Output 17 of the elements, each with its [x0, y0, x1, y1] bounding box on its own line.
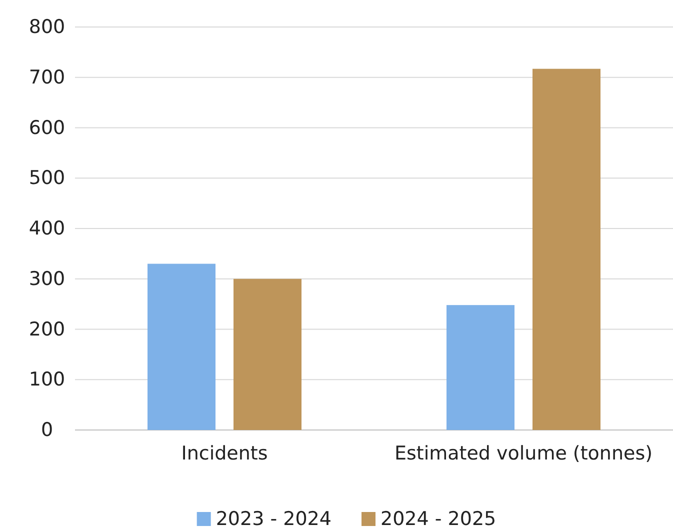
y-tick-label: 800	[28, 16, 66, 38]
y-tick-label: 0	[40, 419, 54, 442]
y-tick-label: 200	[28, 318, 66, 340]
y-tick-label: 700	[28, 66, 66, 88]
y-tick-label: 300	[28, 268, 66, 290]
bar	[234, 278, 302, 430]
x-tick-label: Estimated volume (tonnes)	[394, 442, 653, 464]
legend-label: 2023 - 2024	[216, 508, 332, 530]
bar	[446, 305, 514, 430]
bar	[532, 68, 600, 430]
legend-label: 2024 - 2025	[380, 508, 496, 530]
y-tick-label: 100	[28, 368, 66, 391]
y-tick-label: 500	[28, 167, 66, 190]
x-tick-label: Incidents	[181, 442, 268, 464]
y-tick-label: 600	[28, 116, 66, 139]
y-tick-label: 400	[28, 218, 66, 240]
bar	[148, 264, 216, 430]
